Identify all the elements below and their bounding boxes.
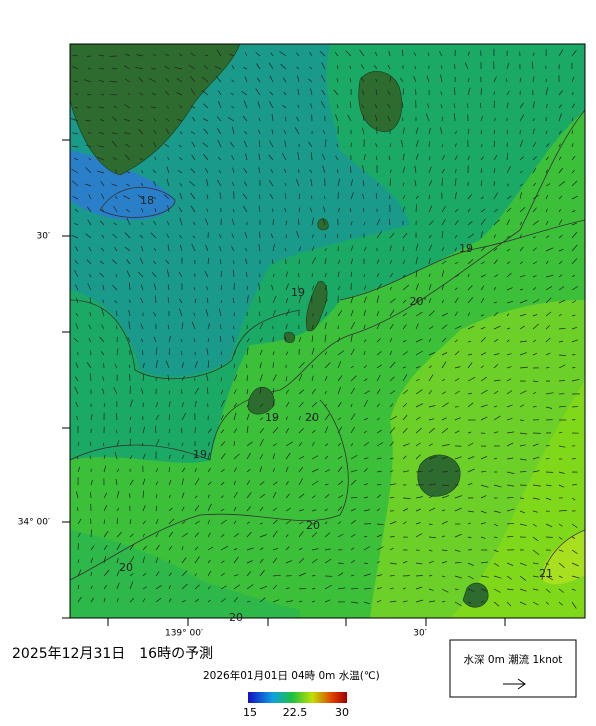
colorbar-label: 30 bbox=[335, 706, 349, 719]
arrow bbox=[234, 283, 235, 290]
arrow bbox=[572, 485, 577, 486]
arrow bbox=[403, 498, 411, 499]
arrow bbox=[286, 117, 287, 121]
arrow bbox=[572, 420, 575, 421]
lon-label: 30′ bbox=[413, 629, 427, 639]
arrow bbox=[403, 50, 404, 56]
contour-label: 20 bbox=[119, 561, 133, 574]
arrow bbox=[234, 441, 235, 446]
legend-box bbox=[450, 640, 576, 697]
lat-label: 30′ bbox=[37, 232, 51, 242]
arrow bbox=[247, 375, 248, 381]
arrow bbox=[572, 407, 578, 408]
arrow bbox=[455, 87, 456, 95]
arrow bbox=[390, 576, 394, 577]
contour-label: 20' bbox=[409, 295, 426, 308]
contour-label: 18 bbox=[140, 194, 154, 207]
lon-label: 139° 00′ bbox=[165, 629, 203, 639]
arrow bbox=[442, 550, 447, 551]
contour-label: 19 bbox=[265, 411, 279, 424]
contour-label: 19 bbox=[459, 242, 473, 255]
contour-label: 20 bbox=[306, 519, 320, 532]
arrow bbox=[351, 166, 352, 173]
arrow bbox=[286, 337, 287, 342]
colorbar-label: 22.5 bbox=[283, 706, 308, 719]
arrow bbox=[390, 537, 395, 538]
arrow bbox=[273, 362, 274, 368]
contour-label: 20 bbox=[229, 611, 243, 624]
arrow bbox=[299, 169, 300, 173]
arrow bbox=[416, 204, 417, 212]
arrow bbox=[273, 219, 274, 225]
arrow bbox=[91, 492, 92, 498]
colorbar-label: 15 bbox=[243, 706, 257, 719]
arrow bbox=[442, 472, 448, 473]
arrow bbox=[390, 196, 391, 199]
arrow bbox=[338, 247, 339, 252]
arrow bbox=[325, 234, 326, 238]
arrow bbox=[572, 355, 575, 356]
contour-label: 19 bbox=[291, 286, 305, 299]
arrow bbox=[494, 181, 495, 186]
arrow bbox=[403, 118, 404, 121]
arrow bbox=[234, 313, 235, 316]
contour-label: 21 bbox=[539, 567, 553, 580]
contour-label: 20 bbox=[305, 411, 319, 424]
arrow bbox=[338, 563, 344, 564]
arrow bbox=[195, 427, 196, 433]
arrow bbox=[455, 589, 458, 590]
colorbar bbox=[248, 692, 347, 703]
subtitle: 2026年01月01日 04時 0m 水温(℃) bbox=[203, 669, 380, 682]
arrow bbox=[572, 118, 573, 121]
arrow bbox=[520, 420, 524, 421]
arrow bbox=[112, 69, 117, 70]
lat-label: 34° 00′ bbox=[18, 518, 50, 528]
arrow bbox=[117, 518, 118, 524]
arrow bbox=[559, 381, 565, 382]
arrow bbox=[87, 56, 91, 57]
map-area bbox=[70, 44, 585, 618]
arrow bbox=[273, 260, 274, 264]
arrow bbox=[130, 427, 131, 433]
arrow bbox=[546, 79, 547, 82]
arrow bbox=[494, 101, 495, 108]
contour-label: 19 bbox=[193, 448, 207, 461]
arrow bbox=[91, 529, 92, 537]
arrow bbox=[416, 576, 423, 577]
arrow bbox=[260, 296, 261, 303]
arrow bbox=[520, 498, 524, 499]
arrow bbox=[442, 178, 443, 186]
legend-text: 水深 0m 潮流 1knot bbox=[464, 653, 563, 666]
title: 2025年12月31日 16時の予測 bbox=[12, 646, 213, 662]
arrow bbox=[130, 386, 131, 394]
arrow bbox=[91, 351, 92, 355]
